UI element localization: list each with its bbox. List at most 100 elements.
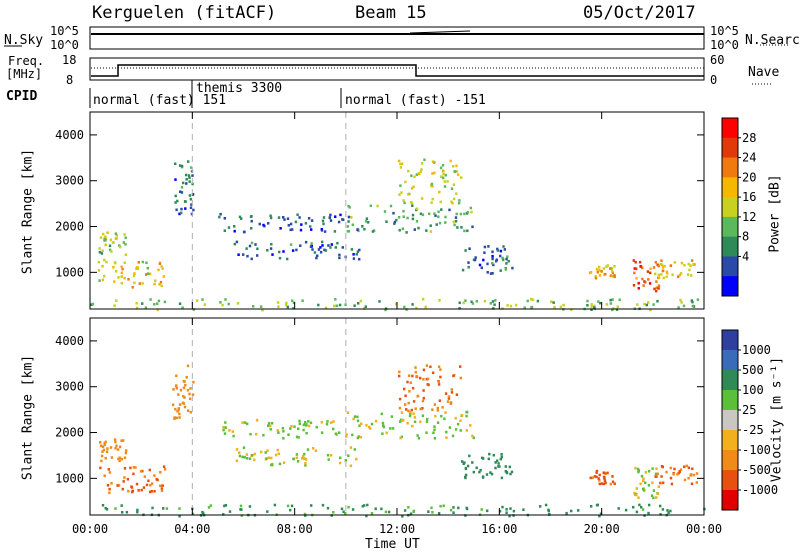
power-echo-cell bbox=[429, 230, 433, 233]
power-echo-cell bbox=[632, 259, 635, 262]
power-colorbar-swatch bbox=[722, 197, 738, 218]
power-echo-cell bbox=[399, 184, 402, 187]
velocity-echo-cell bbox=[425, 377, 428, 381]
velocity-echo-cell bbox=[676, 473, 679, 476]
velocity-echo-cell bbox=[178, 514, 181, 518]
power-echo-cell bbox=[103, 274, 106, 278]
power-echo-cell bbox=[431, 197, 434, 201]
velocity-echo-cell bbox=[281, 426, 285, 430]
velocity-echo-cell bbox=[248, 505, 252, 508]
power-colorbar-swatch bbox=[722, 137, 738, 159]
velocity-echo-cell bbox=[271, 463, 274, 466]
power-echo-cell bbox=[487, 245, 490, 248]
velocity-echo-cell bbox=[135, 482, 139, 486]
velocity-echo-cell bbox=[356, 415, 359, 419]
velocity-echo-cell bbox=[312, 447, 315, 450]
velocity-echo-cell bbox=[687, 466, 691, 470]
power-echo-cell bbox=[410, 174, 413, 177]
power-echo-cell bbox=[643, 280, 646, 283]
power-echo-cell bbox=[133, 281, 136, 285]
power-echo-cell bbox=[439, 200, 442, 204]
velocity-echo-cell bbox=[460, 414, 464, 417]
power-echo-cell bbox=[105, 260, 108, 264]
power-echo-cell bbox=[444, 221, 447, 224]
power-echo-cell bbox=[219, 212, 222, 216]
power-echo-cell bbox=[250, 219, 253, 223]
nave-label: Nave bbox=[748, 65, 780, 80]
power-echo-cell bbox=[188, 176, 191, 179]
power-echo-cell bbox=[590, 308, 593, 311]
power-echo-cell bbox=[346, 225, 350, 228]
power-echo-cell bbox=[590, 303, 593, 306]
power-echo-cell bbox=[301, 299, 304, 302]
velocity-echo-cell bbox=[175, 416, 178, 420]
power-echo-cell bbox=[530, 306, 534, 309]
velocity-echo-cell bbox=[433, 425, 436, 428]
power-echo-cell bbox=[677, 275, 680, 278]
power-echo-cell bbox=[496, 247, 499, 251]
velocity-echo-cell bbox=[651, 467, 654, 470]
velocity-echo-cell bbox=[504, 465, 507, 468]
velocity-echo-cell bbox=[177, 408, 180, 412]
power-y-tick-label: 3000 bbox=[55, 174, 84, 188]
power-echo-cell bbox=[277, 216, 281, 219]
velocity-echo-cell bbox=[224, 426, 227, 429]
velocity-echo-cell bbox=[421, 407, 424, 410]
velocity-echo-cell bbox=[243, 455, 246, 459]
power-echo-cell bbox=[491, 272, 494, 275]
power-echo-cell bbox=[98, 247, 101, 250]
velocity-echo-cell bbox=[683, 478, 687, 482]
velocity-echo-cell bbox=[544, 503, 548, 507]
velocity-echo-cell bbox=[315, 425, 318, 429]
power-echo-cell bbox=[157, 268, 160, 272]
power-echo-cell bbox=[502, 245, 505, 248]
power-echo-cell bbox=[660, 263, 664, 267]
power-echo-cell bbox=[154, 279, 157, 282]
velocity-echo-cell bbox=[243, 421, 247, 424]
power-echo-cell bbox=[357, 302, 360, 305]
power-echo-cell bbox=[269, 216, 273, 220]
power-echo-cell bbox=[191, 174, 194, 177]
velocity-echo-cell bbox=[267, 456, 271, 460]
velocity-echo-cell bbox=[305, 423, 308, 426]
power-echo-cell bbox=[135, 302, 138, 305]
cpid-label: CPID bbox=[6, 89, 38, 104]
power-echo-cell bbox=[637, 287, 640, 290]
velocity-echo-cell bbox=[231, 430, 234, 433]
power-echo-cell bbox=[221, 303, 224, 307]
velocity-echo-cell bbox=[635, 510, 639, 514]
power-echo-cell bbox=[156, 308, 159, 312]
power-echo-cell bbox=[122, 241, 125, 244]
power-echo-cell bbox=[687, 262, 690, 266]
power-echo-cell bbox=[600, 270, 603, 273]
power-echo-cell bbox=[123, 261, 126, 265]
power-echo-cell bbox=[483, 245, 487, 249]
velocity-echo-cell bbox=[500, 476, 504, 480]
power-echo-cell bbox=[397, 159, 401, 163]
power-echo-cell bbox=[506, 255, 509, 258]
velocity-echo-cell bbox=[240, 514, 243, 517]
velocity-echo-cell bbox=[489, 471, 492, 474]
power-echo-cell bbox=[178, 302, 182, 305]
x-tick-label: 08:00 bbox=[277, 522, 313, 536]
power-echo-cell bbox=[127, 278, 130, 281]
beam-title: Beam 15 bbox=[355, 3, 427, 23]
velocity-echo-cell bbox=[652, 496, 655, 500]
power-echo-cell bbox=[104, 243, 107, 247]
velocity-echo-cell bbox=[416, 394, 420, 398]
velocity-echo-cell bbox=[695, 472, 699, 475]
power-echo-cell bbox=[91, 302, 95, 306]
velocity-echo-cell bbox=[255, 432, 258, 436]
power-echo-cell bbox=[256, 247, 259, 251]
power-echo-cell bbox=[413, 228, 416, 231]
velocity-echo-cell bbox=[380, 507, 383, 511]
velocity-echo-cell bbox=[361, 504, 364, 508]
power-echo-cell bbox=[446, 180, 449, 183]
velocity-echo-cell bbox=[136, 508, 139, 512]
velocity-echo-cell bbox=[174, 407, 177, 411]
velocity-echo-cell bbox=[488, 452, 491, 456]
power-echo-cell bbox=[316, 254, 319, 258]
power-echo-cell bbox=[250, 241, 254, 245]
velocity-echo-cell bbox=[113, 438, 117, 441]
power-echo-cell bbox=[321, 244, 324, 247]
